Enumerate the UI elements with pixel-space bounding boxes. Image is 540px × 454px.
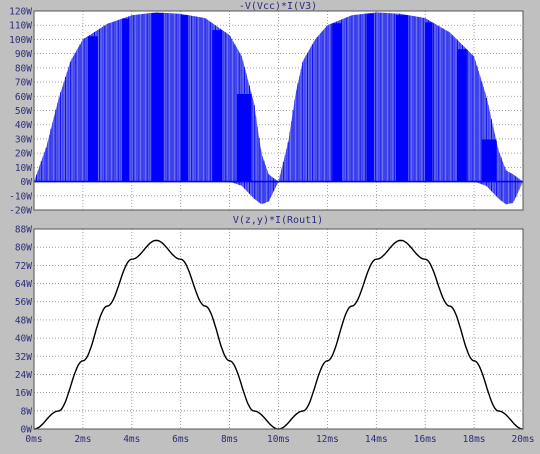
bottom-x-tick-label: 16ms [414, 434, 437, 445]
load-power-point [375, 258, 377, 260]
top-y-tick-label: 60W [15, 92, 32, 103]
power-dense-block [481, 139, 497, 182]
load-power-point [253, 410, 255, 412]
load-power-point [302, 410, 304, 412]
load-power-point [400, 239, 402, 241]
load-power-point [497, 410, 500, 412]
bottom-x-tick-label: 8ms [221, 434, 238, 445]
bottom-y-tick-label: 56W [15, 297, 32, 308]
bottom-x-tick-label: 12ms [316, 434, 339, 445]
load-power-point [82, 360, 84, 362]
bottom-x-tick-label: 2ms [74, 434, 91, 445]
load-power-point [229, 360, 231, 362]
bottom-y-tick-label: 24W [15, 370, 32, 381]
load-power-point [204, 305, 206, 307]
load-power-point [180, 258, 182, 260]
power-dense-block [122, 18, 130, 182]
power-dense-block [366, 13, 374, 182]
top-y-tick-label: 100W [9, 35, 32, 46]
power-dense-block [332, 23, 343, 182]
bottom-plot-border [33, 228, 524, 430]
top-pane: 120W 110W 100W 90W 80W 70W 60W 50W 40W 30W 20W 10W 0… [9, 1, 524, 217]
bottom-x-tick-label: 4ms [123, 434, 140, 445]
power-dense-block [87, 36, 98, 182]
load-power-point [351, 305, 353, 307]
top-y-tick-label: 50W [15, 106, 32, 117]
top-y-tick-label: 90W [15, 49, 32, 60]
power-dense-block [212, 30, 223, 182]
bottom-y-tick-label: 32W [15, 352, 32, 363]
bottom-x-tick-label: 18ms [463, 434, 486, 445]
load-power-point [131, 258, 133, 260]
top-y-tick-label: 10W [15, 163, 32, 174]
top-y-tick-label: 110W [9, 21, 32, 32]
top-y-ticks: 120W 110W 100W 90W 80W 70W 60W 50W 40W 30W 20W 10W 0… [9, 7, 32, 217]
bottom-y-tick-label: 40W [15, 334, 32, 345]
top-y-tick-label: 80W [15, 63, 32, 74]
top-y-tick-label: -20W [9, 206, 32, 217]
bottom-x-tick-label: 14ms [365, 434, 388, 445]
top-y-tick-label: 120W [9, 7, 32, 18]
bottom-chart-title: V(z,y)*I(Rout1) [233, 215, 323, 226]
load-power-point [155, 239, 157, 241]
bottom-y-tick-label: 64W [15, 279, 32, 290]
bottom-x-tick-label: 10ms [267, 434, 290, 445]
power-dense-block [425, 22, 433, 182]
load-power-point [424, 258, 426, 260]
top-y-tick-label: 40W [15, 120, 32, 131]
top-chart-title: -V(Vcc)*I(V3) [239, 1, 317, 12]
top-y-tick-label: -10W [9, 191, 32, 202]
bottom-y-tick-label: 80W [15, 243, 32, 254]
load-power-point [57, 410, 60, 412]
top-y-tick-label: 30W [15, 134, 32, 145]
power-dense-block [236, 94, 252, 182]
load-power-point [106, 305, 108, 307]
top-y-tick-label: 20W [15, 149, 32, 160]
top-series [34, 12, 523, 205]
bottom-x-ticks: 0ms 2ms 4ms 6ms 8ms 10ms 12ms 14ms 16ms 18ms 20ms [25, 434, 534, 445]
bottom-y-tick-label: 0W [21, 425, 33, 436]
top-y-tick-label: 70W [15, 78, 32, 89]
bottom-x-tick-label: 6ms [172, 434, 189, 445]
bottom-y-tick-label: 8W [21, 406, 33, 417]
load-power-point [473, 360, 475, 362]
bottom-y-tick-label: 88W [15, 225, 32, 236]
power-dense-block [456, 49, 467, 182]
power-dense-block [395, 15, 409, 182]
top-y-tick-label: 0W [21, 177, 33, 188]
bottom-pane: 88W 80W 72W 64W 56W 48W 40W 32W 24W 16W 8W 0W 0ms 2m… [15, 215, 535, 445]
bottom-y-ticks: 88W 80W 72W 64W 56W 48W 40W 32W 24W 16W 8W 0W [15, 225, 32, 436]
bottom-y-tick-label: 72W [15, 261, 32, 272]
power-dense-block [180, 15, 188, 182]
bottom-x-tick-label: 0ms [25, 434, 42, 445]
load-power-point [326, 360, 328, 362]
bottom-x-tick-label: 20ms [512, 434, 535, 445]
load-power-point [449, 305, 451, 307]
bottom-y-tick-label: 48W [15, 315, 32, 326]
bottom-y-tick-label: 16W [15, 388, 32, 399]
power-dense-block [151, 12, 164, 182]
top-plot-border [33, 10, 524, 211]
